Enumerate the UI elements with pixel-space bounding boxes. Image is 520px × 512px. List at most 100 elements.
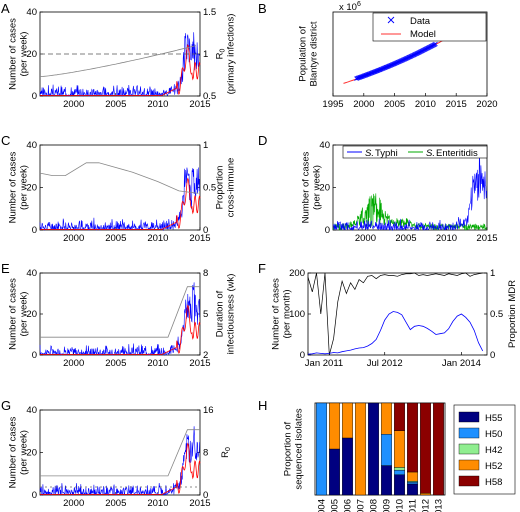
bar-h55 <box>394 474 405 496</box>
y-right-axis-label-line: Proportion MDR <box>507 280 518 348</box>
x-tick-label: 2020 <box>476 99 497 110</box>
bar-h52 <box>342 402 353 439</box>
series-model-line <box>40 177 201 230</box>
legend-typhi-label: Typhi <box>375 148 398 159</box>
x-tick-label: 2015 <box>476 233 497 244</box>
x-tick-label: 2008 <box>369 499 380 512</box>
bar-h50 <box>316 402 327 496</box>
x-tick-label: 2015 <box>189 99 210 110</box>
bar-h50 <box>381 434 392 466</box>
y-axis-label: Number of cases (per week) <box>8 151 30 223</box>
y-axis-label: Population of Blantyre district <box>298 21 320 86</box>
panel-f: 0 100 200 0 0.5 1 Jan 2011 Jul 2012 Jan 2014 Numb… <box>271 268 519 369</box>
plot-frame <box>314 402 446 496</box>
legend-label-h55: H55 <box>485 413 502 424</box>
y-axis-label-line: Number of cases <box>8 416 19 488</box>
duration-line <box>40 286 200 338</box>
panel-label-e: E <box>1 261 10 276</box>
y-tick-label: 20 <box>26 309 37 320</box>
x-tick-label: 2005 <box>105 99 126 110</box>
y-right-axis-label: R0 <box>220 447 232 458</box>
y-tick-label: 40 <box>26 7 37 18</box>
series-model-line <box>40 44 201 96</box>
series-data-line <box>39 32 200 97</box>
y-axis-label-line: (per week) <box>19 165 30 210</box>
exponent-label: x 106 <box>339 1 361 13</box>
y-right-tick-label: 8 <box>203 268 208 279</box>
y-axis-label-line: (per month) <box>282 289 293 338</box>
cross-immune-line <box>39 162 199 194</box>
x-tick-label: 2015 <box>446 99 467 110</box>
x-tick-label: 2005 <box>105 498 126 509</box>
y-axis-label-line: Proportion of <box>283 421 294 476</box>
y-axis-label-line: Number of cases <box>8 278 19 350</box>
y-right-tick-label: 0 <box>490 350 495 361</box>
legend: H55 H50 H42 H52 H58 <box>453 404 516 495</box>
panel-label-g: G <box>1 398 11 413</box>
panel-label-a: A <box>1 1 10 16</box>
x-tick-label: 1995 <box>322 99 343 110</box>
bar-h52 <box>381 402 392 435</box>
x-tick-label: 2000 <box>355 233 376 244</box>
y-right-tick-label: 8 <box>203 448 208 459</box>
y-right-tick-label: 0.5 <box>490 309 503 320</box>
x-tick-label: Jan 2014 <box>442 358 481 369</box>
x-tick-label: 2015 <box>189 233 210 244</box>
y-right-tick-label: 2 <box>203 350 208 361</box>
bar-h52 <box>355 402 366 496</box>
panel-d: 0 20 40 2000 2005 2010 2015 Number of cases (per… <box>301 140 498 244</box>
y-right-tick-label: 16 <box>203 405 214 416</box>
bar-h55 <box>368 402 379 496</box>
panel-label-d: D <box>258 133 267 148</box>
y-right-tick-label: 1 <box>490 268 495 279</box>
y-axis-label: Proportion of sequenced isolates <box>283 408 305 490</box>
plot-frame <box>307 272 488 356</box>
y-tick-label: 200 <box>289 268 305 279</box>
panel-label-h: H <box>258 398 267 413</box>
y-axis-label-line: Blantyre district <box>309 21 320 86</box>
panel-label-b: B <box>258 1 267 16</box>
panel-a: 0 20 40 2000 2005 2010 2015 Number of cases (per… <box>8 7 237 110</box>
legend-swatch-h58 <box>458 475 480 487</box>
y-tick-label: 0 <box>32 91 37 102</box>
y-right-axis-label: Duration of infectiousness (wk) <box>215 274 237 355</box>
y-right-tick-label: 1.5 <box>203 7 216 18</box>
bar-h50 <box>407 481 418 485</box>
x-tick-label: 2000 <box>63 99 84 110</box>
y-tick-label: 40 <box>26 268 37 279</box>
y-tick-label: 20 <box>26 49 37 60</box>
legend-data-label: Data <box>410 16 431 27</box>
series-data-line <box>39 426 200 496</box>
y-tick-label: 40 <box>26 140 37 151</box>
y-tick-label: 20 <box>26 183 37 194</box>
bar-h52 <box>394 430 405 468</box>
y-right-tick-label: 0.5 <box>203 183 216 194</box>
x-tick-label: 2010 <box>415 99 436 110</box>
x-tick-label: 2005 <box>395 233 416 244</box>
bar-h58 <box>407 402 418 473</box>
legend-label-h58: H58 <box>485 477 502 488</box>
y-right-axis-label-line: cross-immune <box>226 158 237 218</box>
bar-h55 <box>342 437 353 496</box>
legend-swatch-h52 <box>458 459 480 471</box>
x-tick-label: 2013 <box>434 499 445 512</box>
legend-swatch-h50 <box>458 427 480 439</box>
legend-label-h50: H50 <box>485 429 502 440</box>
y-tick-label: 20 <box>319 183 330 194</box>
legend-swatch-h42 <box>458 443 480 455</box>
y-axis-label: Number of cases (per month) <box>271 278 293 350</box>
x-tick-label: 2010 <box>395 499 406 512</box>
y-right-tick-label: 0.5 <box>203 91 216 102</box>
series-data-line <box>39 282 200 356</box>
x-tick-label: Jan 2011 <box>305 358 343 369</box>
x-tick-label: 2010 <box>147 358 168 369</box>
data-point <box>433 41 438 47</box>
y-tick-label: 0 <box>32 225 37 236</box>
panel-label-c: C <box>1 133 10 148</box>
bar-h52 <box>329 402 340 450</box>
x-tick-label: 2006 <box>343 499 354 512</box>
x-tick-label: 2004 <box>317 499 328 512</box>
bar-h58 <box>394 402 405 431</box>
series-typhi-line <box>332 157 487 231</box>
